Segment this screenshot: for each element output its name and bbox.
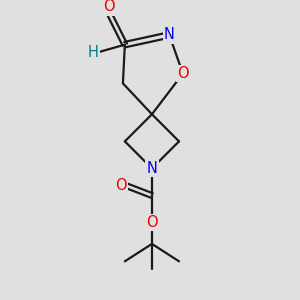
Text: N: N — [164, 28, 175, 43]
Text: H: H — [88, 45, 98, 60]
Text: N: N — [146, 161, 158, 176]
Text: O: O — [103, 0, 115, 14]
Text: O: O — [146, 215, 158, 230]
Text: O: O — [177, 66, 189, 81]
Text: O: O — [115, 178, 127, 194]
